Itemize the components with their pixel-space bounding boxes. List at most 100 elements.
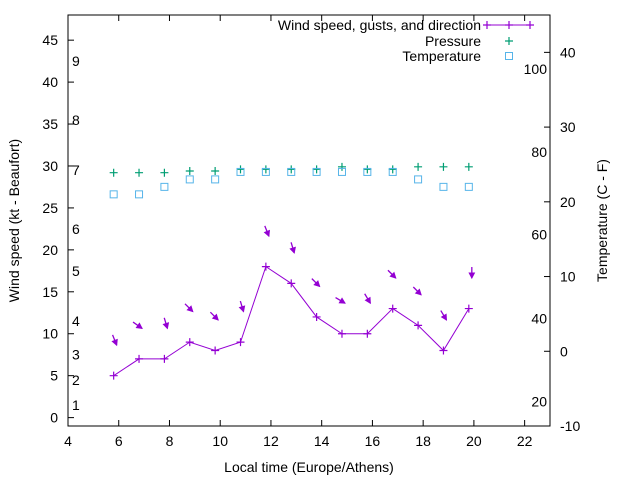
- pressure-point: [414, 162, 423, 171]
- temperature-point: [109, 190, 118, 199]
- pressure-point: [287, 165, 296, 174]
- wind-speed-point: [414, 321, 423, 330]
- pressure-point: [439, 162, 448, 171]
- x-axis-label: Local time (Europe/Athens): [224, 459, 394, 475]
- legend-swatch-marker: [526, 21, 534, 29]
- temperature-point: [439, 182, 448, 191]
- temperature-point: [135, 190, 144, 199]
- y-tick-label: 10: [42, 326, 58, 342]
- pressure-point: [185, 167, 194, 176]
- wind-speed-point: [337, 329, 346, 338]
- axes: 4 6 8 10 12 14 16 18 20 22051015202530354045-1001…: [42, 14, 580, 449]
- y2-tick-label: 20: [560, 194, 576, 210]
- pressure-point: [388, 165, 397, 174]
- wind-direction-arrowhead: [238, 305, 246, 313]
- legend-label: Pressure: [425, 33, 481, 49]
- x-tick-label: 14: [314, 433, 330, 449]
- fahrenheit-label: 20: [531, 393, 547, 409]
- wind-speed-point: [287, 279, 296, 288]
- y-tick-label: 15: [42, 284, 58, 300]
- temperature-point: [363, 167, 372, 176]
- temperature-point: [337, 167, 346, 176]
- temperature-point: [185, 175, 194, 184]
- y-tick-label: 5: [50, 368, 58, 384]
- x-tick-label: 18: [415, 433, 431, 449]
- y-tick-label: 30: [42, 158, 58, 174]
- pressure-point: [160, 168, 169, 177]
- wind-speed-point: [439, 346, 448, 355]
- x-tick-label: 10: [212, 433, 228, 449]
- temperature-point: [287, 167, 296, 176]
- x-tick-label: 16: [365, 433, 381, 449]
- pressure-point: [312, 165, 321, 174]
- wind-speed-point: [363, 329, 372, 338]
- wind-speed-point: [236, 338, 245, 347]
- wind-direction-arrowhead: [111, 338, 118, 347]
- wind-speed-point: [160, 354, 169, 363]
- wind-speed-point: [185, 338, 194, 347]
- fahrenheit-label: 60: [531, 227, 547, 243]
- wind-direction-arrowhead: [338, 297, 346, 304]
- beaufort-label: 9: [72, 53, 80, 69]
- wind-direction-arrowhead: [364, 296, 371, 305]
- wind-direction-arrowhead: [263, 229, 271, 238]
- plot-border: [67, 14, 551, 427]
- temperature-point: [414, 175, 423, 184]
- temperature-point: [261, 167, 270, 176]
- y-axis-label: Wind speed (kt - Beaufort): [6, 139, 22, 302]
- y-tick-label: 20: [42, 242, 58, 258]
- y2-tick-label: 30: [560, 119, 576, 135]
- beaufort-label: 6: [72, 221, 80, 237]
- y2-axis-label: Temperature (C - F): [594, 159, 610, 282]
- y-tick-label: 25: [42, 200, 58, 216]
- beaufort-label: 3: [72, 347, 80, 363]
- y-tick-label: 0: [50, 410, 58, 426]
- x-tick-label: 20: [466, 433, 482, 449]
- fahrenheit-label: 100: [524, 61, 548, 77]
- beaufort-label: 8: [72, 112, 80, 128]
- beaufort-label: 2: [72, 372, 80, 388]
- temperature-point: [388, 167, 397, 176]
- wind-speed-point: [388, 304, 397, 313]
- fahrenheit-label: 80: [531, 144, 547, 160]
- wind-speed-point: [312, 312, 321, 321]
- pressure-point: [337, 162, 346, 171]
- beaufort-label: 1: [72, 397, 80, 413]
- temperature-point: [160, 182, 169, 191]
- x-tick-label: 6: [115, 433, 123, 449]
- wind-direction-arrowhead: [440, 313, 448, 321]
- beaufort-label: 5: [72, 263, 80, 279]
- pressure-point: [236, 165, 245, 174]
- temperature-point: [236, 167, 245, 176]
- wind-speed-point: [109, 371, 118, 380]
- legend: Wind speed, gusts, and directionPressure…: [278, 17, 534, 64]
- wind-direction-arrowhead: [211, 313, 219, 321]
- x-tick-label: 12: [263, 433, 279, 449]
- y2-tick-label: 0: [560, 343, 568, 359]
- temperature-point: [312, 167, 321, 176]
- y-tick-label: 45: [42, 32, 58, 48]
- legend-label: Wind speed, gusts, and direction: [278, 17, 481, 33]
- pressure-point: [211, 167, 220, 176]
- y-tick-label: 40: [42, 74, 58, 90]
- y2-tick-label: 40: [560, 44, 576, 60]
- wind-direction-arrowhead: [186, 305, 194, 313]
- x-tick-label: 22: [517, 433, 533, 449]
- legend-label: Temperature: [402, 48, 481, 64]
- wind-direction-arrowhead: [289, 246, 296, 254]
- y2-tick-label: 10: [560, 269, 576, 285]
- wind-direction-arrowhead: [135, 322, 143, 329]
- y-tick-label: 35: [42, 116, 58, 132]
- x-tick-label: 4: [64, 433, 72, 449]
- pressure-point: [464, 162, 473, 171]
- pressure-point: [261, 165, 270, 174]
- legend-swatch: [505, 52, 513, 60]
- legend-swatch: [505, 37, 513, 45]
- wind-direction-arrowhead: [414, 288, 422, 296]
- plot-area: [109, 162, 476, 380]
- pressure-point: [363, 165, 372, 174]
- x-tick-label: 8: [166, 433, 174, 449]
- wind-direction-arrowhead: [468, 272, 476, 280]
- fahrenheit-label: 40: [531, 310, 547, 326]
